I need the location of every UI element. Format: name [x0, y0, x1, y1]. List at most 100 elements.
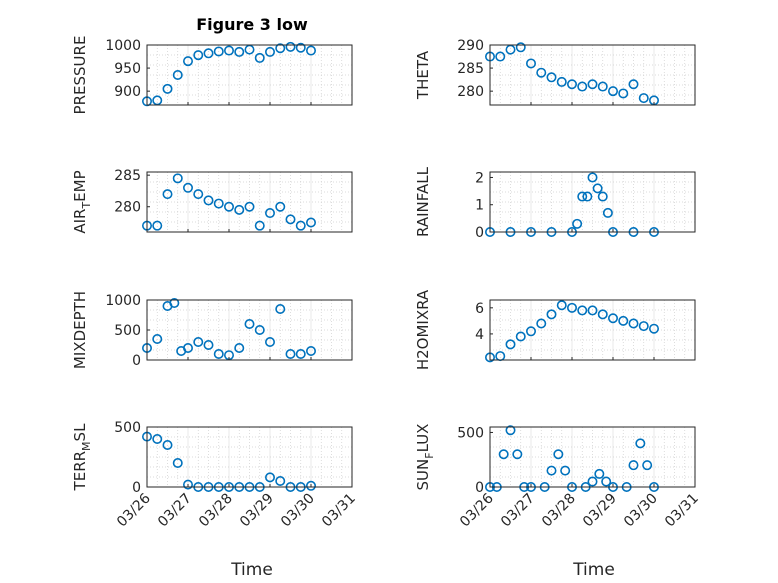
x-tick-label: 03/28 [196, 491, 236, 531]
data-point [607, 86, 618, 97]
data-point [635, 438, 646, 449]
figure-title: Figure 3 low [196, 15, 308, 34]
data-point [169, 297, 180, 308]
data-point [525, 58, 536, 69]
data-point [264, 208, 275, 219]
data-point [162, 189, 173, 200]
x-tick-label: 03/31 [662, 491, 702, 531]
data-point [295, 220, 306, 231]
y-axis-label: PRESSURE [71, 36, 89, 115]
data-point [224, 201, 235, 212]
x-axis-label-right: Time [572, 560, 615, 580]
data-point [285, 348, 296, 359]
data-point [193, 50, 204, 61]
axes-box [146, 426, 353, 488]
y-tick-label: 500 [114, 323, 141, 339]
y-tick-label: 4 [475, 327, 484, 343]
data-point [601, 476, 612, 487]
data-point [582, 191, 593, 202]
data-point [572, 218, 583, 229]
x-tick-label: 03/26 [114, 490, 154, 530]
data-point [628, 460, 639, 471]
data-point [553, 449, 564, 460]
data-point [152, 433, 163, 444]
data-point [162, 83, 173, 94]
data-point [285, 214, 296, 225]
y-axis-label: MIXDEPTH [71, 291, 89, 369]
data-point [275, 475, 286, 486]
subplot-3: 280 285 AIRTEMP [71, 168, 353, 234]
subplot-8: 0 500 SUNFLUX 03/26 03/27 03/28 03/29 03/30 03/3… [414, 424, 702, 531]
data-point [264, 46, 275, 57]
data-point [254, 52, 265, 63]
y-axis-label: H2OMIXRA [414, 289, 432, 370]
data-point [203, 48, 214, 59]
data-point [587, 305, 598, 316]
data-point [295, 348, 306, 359]
data-point [577, 191, 588, 202]
data-point [512, 449, 523, 460]
data-point [213, 198, 224, 209]
data-point [602, 207, 613, 218]
data-point [648, 323, 659, 334]
data-point [244, 318, 255, 329]
data-point [628, 79, 639, 90]
data-point [152, 220, 163, 231]
axes-box [146, 44, 353, 106]
data-point [577, 81, 588, 92]
data-point [193, 189, 204, 200]
data-point [295, 42, 306, 53]
data-point [495, 51, 506, 62]
data-point [234, 46, 245, 57]
data-point [244, 201, 255, 212]
x-tick-label: 03/29 [580, 491, 620, 531]
data-point [305, 480, 316, 491]
data-point [498, 449, 509, 460]
data-point [607, 313, 618, 324]
data-point [597, 81, 608, 92]
x-tick-label: 03/30 [621, 491, 661, 531]
y-tick-label: 0 [475, 480, 484, 496]
subplot-2: 280 285 290 THETA [414, 38, 696, 106]
y-tick-label: 6 [475, 301, 484, 317]
data-point [566, 302, 577, 313]
y-axis-label: SUNFLUX [414, 424, 436, 491]
data-point [560, 465, 571, 476]
y-tick-label: 500 [457, 425, 484, 441]
y-tick-label: 290 [457, 38, 484, 54]
y-tick-label: 2 [475, 170, 484, 186]
axes-box [146, 171, 353, 233]
data-point [546, 72, 557, 83]
data-point [505, 339, 516, 350]
subplot-1: 900 950 1000 PRESSURE [71, 36, 353, 115]
data-point [642, 460, 653, 471]
data-point [183, 182, 194, 193]
axes-box [489, 44, 696, 106]
data-point [264, 336, 275, 347]
data-point [618, 88, 629, 99]
x-tick-label: 03/29 [237, 491, 277, 531]
data-point [152, 333, 163, 344]
data-point [546, 465, 557, 476]
data-point [618, 315, 629, 326]
x-tick-label: 03/28 [539, 491, 579, 531]
data-point [213, 348, 224, 359]
axes-box [489, 171, 696, 233]
data-point [556, 76, 567, 87]
data-point [275, 303, 286, 314]
y-tick-label: 950 [114, 61, 141, 77]
data-point [234, 204, 245, 215]
data-point [193, 336, 204, 347]
x-tick-label: 03/30 [278, 491, 318, 531]
data-point [254, 324, 265, 335]
y-axis-label: THETA [414, 50, 432, 100]
data-point [515, 42, 526, 53]
data-point [203, 195, 214, 206]
data-point [183, 479, 194, 490]
data-point [536, 318, 547, 329]
subplot-7: 0 500 TERRMSL 03/26 03/27 03/28 03/29 03/30 03/3… [71, 420, 359, 530]
data-point [556, 300, 567, 311]
data-point [183, 56, 194, 67]
x-tick-label: 03/27 [155, 491, 195, 531]
